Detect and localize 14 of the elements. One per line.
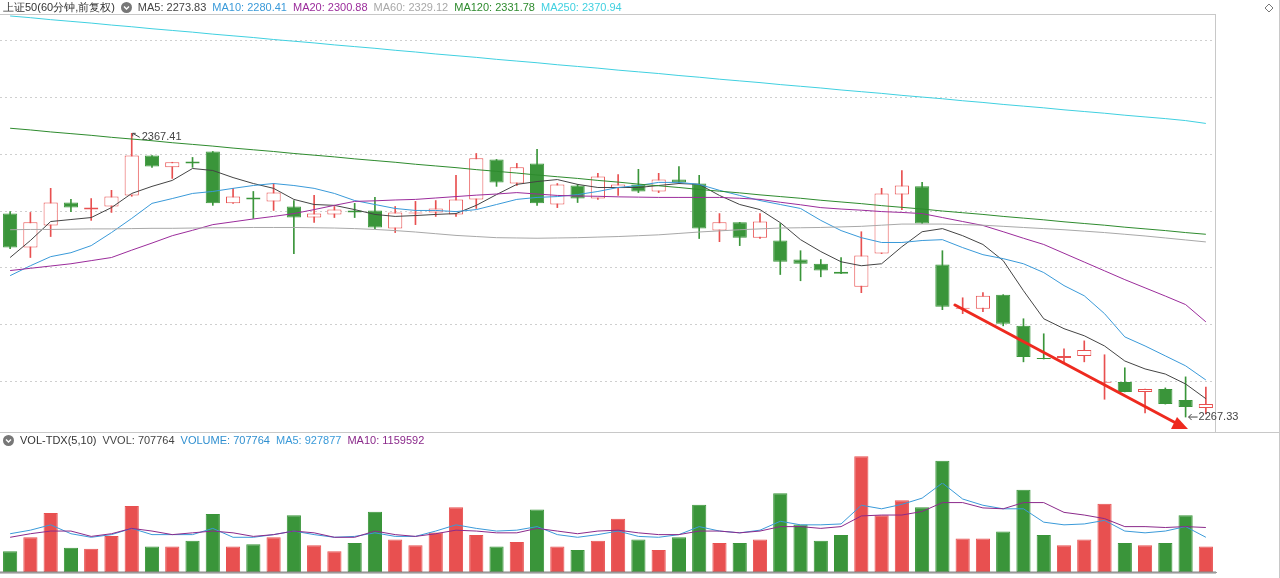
chart-title: VOL-TDX(5,10) [20, 434, 97, 446]
text: MA5: 2273.83 [137, 1, 207, 13]
text: MA120: 2331.78 [454, 1, 535, 13]
text: MA5: 927877 [276, 434, 342, 446]
annotation: 2267.33 [1198, 410, 1239, 423]
text: MA20: 2300.88 [292, 1, 368, 13]
chart-title: 上证50(60分钟,前复权) [3, 1, 115, 13]
text: MA60: 2329.12 [373, 1, 449, 13]
text: MA250: 2370.94 [540, 1, 622, 13]
text: VOLUME: 707764 [180, 434, 270, 446]
text: MA10: 1159592 [347, 434, 425, 446]
chart-subtitle: VVOL: 707764 [102, 434, 175, 446]
annotation: 2367.41 [141, 130, 182, 143]
text: MA10: 2280.41 [212, 1, 287, 13]
